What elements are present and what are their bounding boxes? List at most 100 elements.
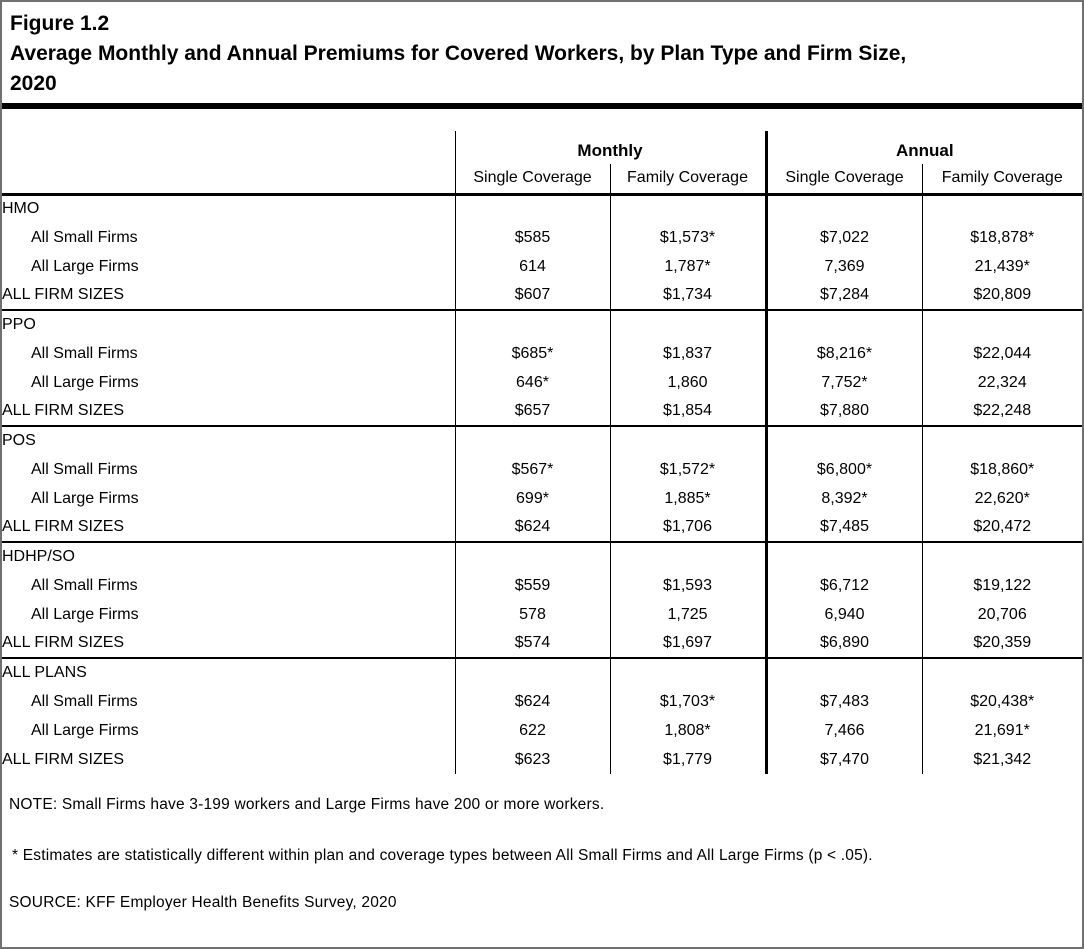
value-cell: $1,573*	[610, 223, 768, 252]
value-cell: $585	[455, 223, 611, 252]
table-header: Monthly Annual Single Coverage Family Co…	[2, 131, 1082, 196]
row-label-cell: All Large Firms	[2, 600, 456, 629]
column-group-row: Monthly Annual	[2, 131, 1082, 164]
value-cell: $22,248	[973, 402, 1032, 419]
empty-value-cell	[922, 541, 1082, 571]
empty-value-cell	[455, 309, 611, 339]
subheader-monthly-single: Single Coverage	[455, 164, 611, 196]
value-cell: $6,800*	[766, 455, 923, 484]
table-row: ALL FIRM SIZES $607 $1,734 $7,284 $20,809	[2, 281, 1082, 310]
row-label-cell: All Large Firms	[2, 368, 456, 397]
empty-value-cell	[766, 541, 923, 571]
corner-cell-lower	[2, 164, 456, 196]
row-label-cell: All Small Firms	[2, 339, 456, 368]
empty-value-cell	[766, 194, 923, 223]
value-cell: $18,860*	[970, 460, 1035, 478]
value-cell: 21,439*	[974, 257, 1030, 275]
table-row: All Small Firms $567* $1,572* $6,800* $18,86…	[2, 455, 1082, 484]
empty-value-cell	[766, 657, 923, 687]
value-cell: $1,703*	[610, 687, 768, 716]
value-cell: $20,438*	[970, 692, 1035, 710]
value-cell: $19,122	[973, 576, 1032, 594]
row-label-cell: All Small Firms	[2, 571, 456, 600]
value-cell: $624	[455, 513, 611, 542]
premiums-table: Monthly Annual Single Coverage Family Co…	[2, 131, 1082, 774]
value-cell: $1,854	[610, 397, 768, 426]
value-cell: $22,044	[973, 344, 1032, 362]
value-cell: $7,485	[766, 513, 923, 542]
value-cell: 7,369	[766, 252, 923, 281]
plan-name-cell: ALL PLANS	[2, 657, 456, 687]
significance-note: * Estimates are statistically different …	[12, 847, 873, 864]
notes-block: NOTE: Small Firms have 3-199 workers and…	[2, 796, 1082, 912]
value-cell: 1,787*	[610, 252, 768, 281]
column-group-annual: Annual	[895, 141, 954, 160]
empty-value-cell	[610, 425, 768, 455]
title-block: Figure 1.2 Average Monthly and Annual Pr…	[2, 2, 1082, 99]
row-label-cell: ALL FIRM SIZES	[2, 397, 456, 426]
empty-value-cell	[766, 309, 923, 339]
empty-value-cell	[455, 657, 611, 687]
value-cell: $567*	[455, 455, 611, 484]
value-cell: $7,483	[766, 687, 923, 716]
value-cell: 699*	[455, 484, 611, 513]
column-subheader-row: Single Coverage Family Coverage Single C…	[2, 164, 1082, 196]
empty-value-cell	[610, 657, 768, 687]
row-label-cell: ALL FIRM SIZES	[2, 745, 456, 774]
empty-value-cell	[455, 541, 611, 571]
table-row: All Large Firms 622 1,808* 7,466 21,691*	[2, 716, 1082, 745]
value-cell: $7,470	[766, 745, 923, 774]
value-cell: $20,472	[973, 518, 1032, 535]
value-cell: $1,593	[610, 571, 768, 600]
value-cell: $20,809	[973, 286, 1032, 303]
plan-name-cell: HMO	[2, 194, 456, 223]
plan-section-row: PPO	[2, 309, 1082, 339]
figure-title-line-1: Average Monthly and Annual Premiums for …	[10, 42, 907, 65]
value-cell: $20,359	[973, 634, 1032, 651]
plan-name-cell: POS	[2, 425, 456, 455]
corner-cell	[2, 131, 456, 164]
value-cell: $7,880	[766, 397, 923, 426]
value-cell: 614	[455, 252, 611, 281]
table-row: All Small Firms $624 $1,703* $7,483 $20,438*	[2, 687, 1082, 716]
value-cell: 1,885*	[610, 484, 768, 513]
figure-title-line-2: 2020	[10, 72, 57, 95]
value-cell: $624	[455, 687, 611, 716]
table-row: All Large Firms 646* 1,860 7,752* 22,324	[2, 368, 1082, 397]
value-cell: $6,890	[766, 629, 923, 658]
empty-value-cell	[610, 541, 768, 571]
value-cell: 20,706	[977, 605, 1027, 623]
table-row: ALL FIRM SIZES $574 $1,697 $6,890 $20,359	[2, 629, 1082, 658]
table-row: ALL FIRM SIZES $657 $1,854 $7,880 $22,248	[2, 397, 1082, 426]
value-cell: 1,725	[610, 600, 768, 629]
value-cell: $657	[455, 397, 611, 426]
note-text: NOTE: Small Firms have 3-199 workers and…	[9, 796, 605, 813]
table-row: All Small Firms $685* $1,837 $8,216* $22,044	[2, 339, 1082, 368]
empty-value-cell	[455, 425, 611, 455]
subheader-monthly-family: Family Coverage	[610, 164, 768, 196]
plan-name-cell: PPO	[2, 309, 456, 339]
column-group-monthly: Monthly	[455, 131, 768, 164]
value-cell: $1,779	[610, 745, 768, 774]
table-row: All Small Firms $585 $1,573* $7,022 $18,878*	[2, 223, 1082, 252]
value-cell: $559	[455, 571, 611, 600]
row-label-cell: ALL FIRM SIZES	[2, 629, 456, 658]
value-cell: 22,620*	[974, 489, 1030, 507]
value-cell: $7,284	[766, 281, 923, 310]
value-cell: $8,216*	[766, 339, 923, 368]
value-cell: $1,697	[610, 629, 768, 658]
row-label-cell: ALL FIRM SIZES	[2, 281, 456, 310]
table-row: ALL FIRM SIZES $623 $1,779 $7,470 $21,342	[2, 745, 1082, 774]
row-label-cell: All Small Firms	[2, 223, 456, 252]
value-cell: 1,808*	[610, 716, 768, 745]
empty-value-cell	[610, 309, 768, 339]
plan-section-row: HMO	[2, 194, 1082, 223]
title-divider	[2, 103, 1082, 109]
value-cell: $1,837	[610, 339, 768, 368]
value-cell: 1,860	[610, 368, 768, 397]
empty-value-cell	[922, 309, 1082, 339]
table-row: All Small Firms $559 $1,593 $6,712 $19,122	[2, 571, 1082, 600]
empty-value-cell	[610, 194, 768, 223]
table-row: ALL FIRM SIZES $624 $1,706 $7,485 $20,472	[2, 513, 1082, 542]
